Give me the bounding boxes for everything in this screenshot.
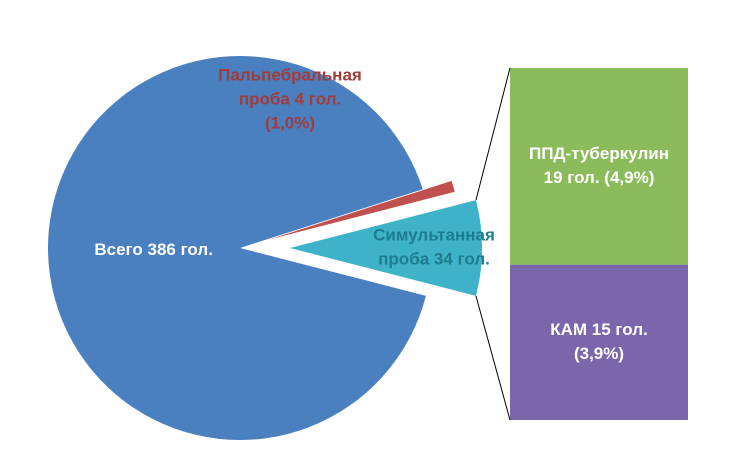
slice-label: Всего 386 гол. [94, 240, 213, 259]
bar-label: 19 гол. (4,9%) [544, 168, 655, 187]
bar-segment [510, 68, 688, 265]
slice-label: Пальпебральная [218, 65, 362, 84]
pie-slice [47, 56, 426, 441]
slice-label: (1,0%) [265, 113, 315, 132]
slice-label: проба 34 гол. [378, 249, 490, 268]
pie-slice [268, 180, 455, 240]
bar-label: (3,9%) [574, 344, 624, 363]
bar-label: ППД-туберкулин [529, 144, 669, 163]
slice-label: проба 4 гол. [239, 89, 341, 108]
bar-segment [510, 264, 688, 420]
pie-slice [290, 200, 482, 296]
connector [475, 295, 511, 421]
slice-label: Симультанная [373, 225, 495, 244]
bar-label: КАМ 15 гол. [550, 320, 648, 339]
connector [475, 67, 511, 201]
